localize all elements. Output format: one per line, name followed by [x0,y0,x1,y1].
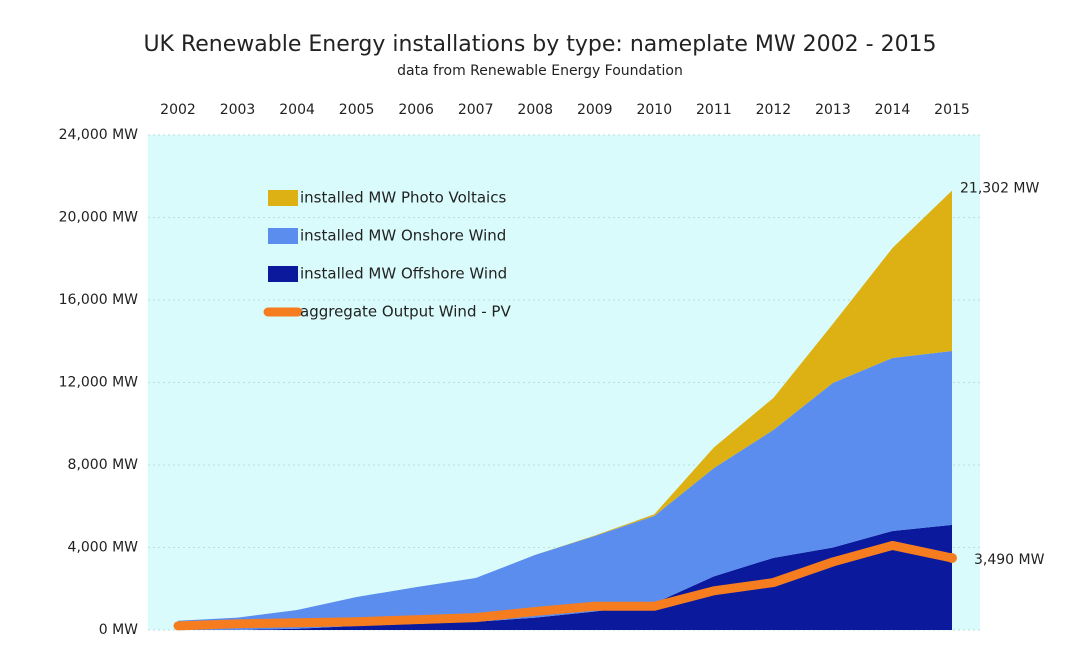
x-tick-label: 2005 [339,102,375,118]
data-label: 3,490 MW [974,552,1045,568]
x-tick-label: 2010 [636,102,672,118]
y-tick-label: 20,000 MW [59,210,139,226]
y-tick-label: 16,000 MW [59,292,139,308]
x-tick-label: 2015 [934,102,970,118]
legend-label: installed MW Offshore Wind [300,265,507,283]
y-tick-label: 0 MW [99,622,138,638]
x-tick-label: 2006 [398,102,434,118]
chart-subtitle: data from Renewable Energy Foundation [397,63,683,79]
x-tick-label: 2011 [696,102,732,118]
y-tick-label: 24,000 MW [59,127,139,143]
legend-label: installed MW Onshore Wind [300,227,506,245]
legend-label: aggregate Output Wind - PV [300,303,511,321]
area [178,350,952,630]
x-tick-label: 2012 [756,102,792,118]
chart-title: UK Renewable Energy installations by typ… [143,32,936,57]
y-tick-label: 12,000 MW [59,375,139,391]
x-tick-label: 2008 [517,102,553,118]
y-tick-label: 4,000 MW [68,540,139,556]
x-tick-label: 2009 [577,102,613,118]
legend-marker [268,266,298,282]
x-tick-label: 2002 [160,102,196,118]
line-end-marker [947,553,957,564]
x-tick-label: 2004 [279,102,315,118]
legend-label: installed MW Photo Voltaics [300,189,506,207]
x-tick-label: 2013 [815,102,851,118]
area [178,524,952,630]
x-tick-label: 2003 [220,102,256,118]
x-tick-label: 2014 [875,102,911,118]
legend-marker [268,190,298,206]
area [178,190,952,621]
line [173,540,957,631]
x-tick-label: 2007 [458,102,494,118]
legend-marker [268,228,298,244]
y-tick-label: 8,000 MW [68,457,139,473]
annotation: 21,302 MW [960,181,1040,197]
